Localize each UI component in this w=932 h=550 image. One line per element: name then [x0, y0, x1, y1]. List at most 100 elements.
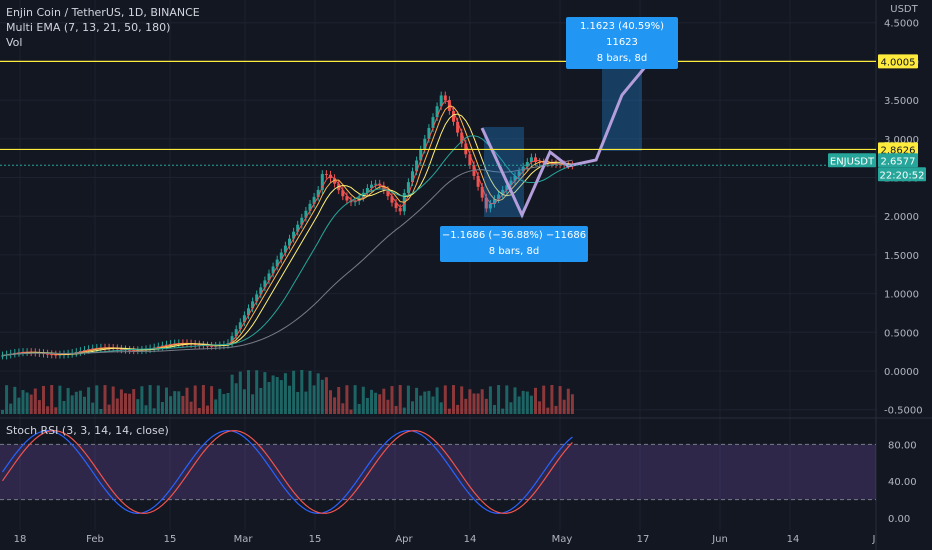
volume-bar	[443, 385, 447, 414]
volume-bar	[152, 408, 156, 414]
candle-body	[251, 301, 255, 309]
rsi-tick-label: 0.00	[888, 514, 910, 525]
candle-body	[279, 252, 283, 260]
volume-bar	[275, 377, 279, 414]
volume-bar	[300, 370, 304, 414]
volume-bar	[378, 394, 382, 414]
price-tick-label: 2.0000	[884, 212, 919, 223]
candle-body	[316, 189, 320, 197]
candle-body	[382, 185, 386, 191]
volume-bar	[415, 387, 419, 414]
volume-bar	[42, 385, 45, 414]
volume-bar	[17, 397, 21, 414]
time-tick-label: 18	[14, 534, 27, 545]
symbol-tag-text: ENJUSDT	[830, 156, 875, 167]
level-tag-lower-text: 2.8626	[881, 145, 916, 156]
volume-bar	[488, 386, 492, 414]
time-tick-label: Feb	[86, 534, 104, 545]
volume-bar	[476, 393, 480, 414]
volume-bar	[390, 386, 394, 414]
candle-body	[1, 355, 4, 357]
volume-bar	[423, 391, 427, 414]
measure-down-value: −1.1686 (−36.88%) −11686	[441, 230, 587, 241]
volume-bar	[9, 403, 13, 414]
volume-bar	[427, 390, 431, 414]
volume-bar	[247, 370, 250, 414]
candle-body	[283, 245, 287, 253]
volume-bar	[5, 385, 9, 414]
volume-bar	[87, 387, 91, 414]
volume-bar	[33, 388, 37, 414]
measure-up-box: 1.1623 (40.59%) 11623 8 bars, 8d	[566, 17, 678, 69]
volume-bar	[238, 371, 242, 414]
volume-bar	[66, 388, 70, 414]
candle-body	[275, 259, 279, 267]
volume-bar	[333, 397, 337, 414]
candle-body	[394, 202, 398, 209]
volume-bar	[460, 386, 464, 414]
time-tick-label: 15	[164, 534, 177, 545]
volume-bar	[505, 385, 509, 414]
stoch-rsi-legend[interactable]: Stoch RSI (3, 3, 14, 14, close)	[6, 424, 169, 437]
volume-bar	[95, 385, 99, 414]
volume-bar	[406, 385, 410, 414]
volume-bar	[501, 408, 505, 414]
volume-bar	[439, 402, 443, 414]
volume-bar	[25, 392, 29, 414]
volume-bar	[128, 393, 132, 414]
volume-bar	[452, 385, 455, 414]
candle-body	[509, 180, 513, 186]
candle-body	[304, 210, 308, 218]
volume-bar	[480, 389, 484, 414]
volume-bar	[435, 387, 439, 414]
candle-body	[534, 157, 537, 163]
level-tag-upper: 4.0005	[878, 54, 918, 69]
volume-bar	[271, 375, 275, 414]
volume-bar	[83, 396, 86, 414]
symbol-legend[interactable]: Enjin Coin / TetherUS, 1D, BINANCE	[6, 6, 200, 19]
stoch-k-line	[2, 429, 573, 515]
time-tick-label: May	[552, 534, 573, 545]
volume-bar	[464, 398, 468, 414]
volume-bar	[177, 391, 181, 414]
rsi-band	[0, 444, 876, 500]
volume-bar	[468, 389, 472, 414]
volume-bar	[283, 373, 287, 414]
candle-body	[46, 353, 50, 355]
volume-bar	[398, 385, 402, 414]
volume-bar	[111, 386, 115, 414]
volume-bar	[119, 389, 123, 414]
volume-bar	[50, 385, 54, 414]
volume-legend[interactable]: Vol	[6, 36, 23, 49]
candle-body	[398, 208, 402, 212]
volume-bar	[279, 380, 283, 414]
measure-down-bars: 8 bars, 8d	[488, 246, 540, 257]
price-tick-label: 0.0000	[884, 367, 919, 378]
ema-legend[interactable]: Multi EMA (7, 13, 21, 50, 180)	[6, 21, 171, 34]
current-price-tag: 2.6577	[878, 153, 918, 168]
volume-bar	[148, 385, 152, 414]
volume-bar	[538, 401, 542, 414]
volume-bar	[337, 386, 341, 414]
candle-body	[480, 186, 484, 198]
volume-bar	[62, 401, 66, 414]
ema-line	[2, 159, 573, 357]
volume-bar	[1, 410, 4, 414]
volume-bar	[124, 393, 127, 414]
volume-bar	[566, 388, 570, 414]
candle-body	[329, 174, 332, 179]
candle-body	[259, 287, 263, 295]
candle-body	[234, 329, 238, 337]
candle-body	[271, 266, 275, 274]
volume-bar	[189, 401, 193, 414]
volume-bar	[144, 405, 148, 414]
volume-bar	[160, 401, 164, 414]
volume-bar	[255, 370, 259, 414]
candle-body	[50, 354, 54, 356]
candle-body	[296, 224, 300, 232]
volume-bar	[509, 402, 513, 414]
candle-body	[419, 149, 423, 161]
candle-body	[210, 345, 214, 347]
volume-bar	[21, 390, 25, 414]
